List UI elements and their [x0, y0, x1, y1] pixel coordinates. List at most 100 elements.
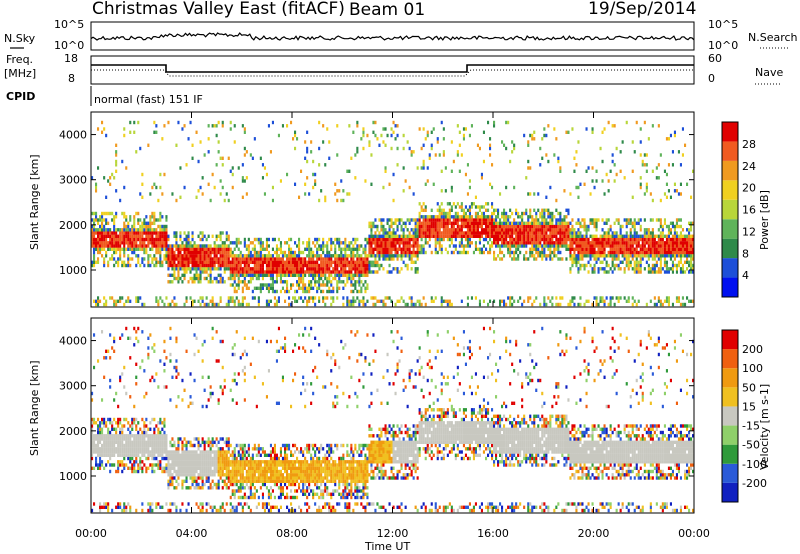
heatmap-cell	[515, 257, 518, 261]
heatmap-cell	[169, 263, 172, 268]
heatmap-cell	[511, 140, 514, 144]
heatmap-cell	[109, 176, 112, 180]
heatmap-cell	[310, 286, 313, 290]
heatmap-cell	[171, 375, 174, 379]
heatmap-cell	[165, 244, 168, 248]
heatmap-cell	[157, 460, 160, 464]
heatmap-cell	[625, 263, 628, 268]
heatmap-cell	[159, 466, 162, 470]
heatmap-cell	[655, 247, 658, 251]
heatmap-cell	[221, 244, 224, 248]
heatmap-cell	[655, 254, 658, 258]
heatmap-cell	[647, 270, 650, 274]
heatmap-cell	[209, 299, 212, 303]
heatmap-cell	[470, 202, 473, 206]
heatmap-cell	[115, 153, 118, 157]
heatmap-cell	[290, 247, 293, 251]
heatmap-cell	[501, 228, 504, 232]
heatmap-cell	[195, 263, 198, 268]
heatmap-cell	[318, 280, 321, 284]
heatmap-cell	[655, 166, 658, 170]
heatmap-cell	[137, 237, 140, 242]
heatmap-cell	[263, 257, 266, 261]
heatmap-cell	[603, 241, 606, 245]
heatmap-cell	[193, 250, 196, 255]
heatmap-cell	[623, 270, 626, 274]
heatmap-cell	[143, 224, 146, 229]
heatmap-cell	[157, 234, 160, 238]
heatmap-cell	[591, 267, 594, 271]
heatmap-cell	[517, 228, 520, 232]
heatmap-cell	[137, 296, 140, 300]
heatmap-cell	[462, 133, 465, 138]
heatmap-cell	[247, 257, 250, 261]
heatmap-cell	[167, 456, 170, 461]
heatmap-cell	[277, 257, 280, 261]
heatmap-cell	[452, 228, 455, 232]
heatmap-cell	[671, 260, 674, 264]
heatmap-cell	[183, 257, 186, 261]
heatmap-cell	[352, 257, 355, 261]
heatmap-cell	[372, 241, 375, 245]
heatmap-cell	[153, 349, 156, 353]
heatmap-cell	[422, 234, 425, 238]
heatmap-cell	[581, 250, 584, 255]
heatmap-cell	[205, 254, 208, 258]
heatmap-cell	[569, 244, 572, 248]
heatmap-cell	[601, 254, 604, 258]
heatmap-cell	[115, 211, 118, 216]
heatmap-cell	[101, 221, 104, 225]
heatmap-cell	[103, 231, 106, 235]
heatmap-cell	[527, 237, 530, 242]
cpid-label: CPID	[6, 90, 35, 103]
heatmap-cell	[175, 254, 178, 258]
heatmap-cell	[366, 267, 369, 271]
heatmap-cell	[241, 267, 244, 271]
heatmap-cell	[601, 234, 604, 238]
heatmap-cell	[91, 434, 94, 438]
heatmap-cell	[434, 234, 437, 238]
heatmap-cell	[217, 260, 220, 264]
heatmap-cell	[549, 237, 552, 242]
heatmap-cell	[135, 437, 138, 441]
heatmap-cell	[358, 254, 361, 258]
heatmap-cell	[113, 447, 116, 451]
heatmap-cell	[613, 257, 616, 261]
heatmap-cell	[225, 263, 228, 268]
heatmap-cell	[107, 247, 110, 251]
heatmap-cell	[249, 276, 252, 281]
heatmap-cell	[686, 228, 689, 232]
heatmap-cell	[476, 228, 479, 232]
heatmap-cell	[458, 130, 461, 134]
heatmap-cell	[513, 231, 516, 235]
heatmap-cell	[199, 185, 202, 190]
heatmap-cell	[97, 237, 100, 242]
heatmap-cell	[645, 247, 648, 251]
heatmap-cell	[121, 427, 124, 431]
heatmap-cell	[107, 231, 110, 235]
heatmap-cell	[468, 208, 471, 212]
heatmap-cell	[177, 120, 180, 125]
heatmap-cell	[627, 241, 630, 245]
heatmap-cell	[139, 443, 142, 448]
heatmap-cell	[384, 166, 387, 170]
heatmap-cell	[221, 156, 224, 160]
heatmap-cell	[394, 124, 397, 128]
heatmap-cell	[137, 120, 140, 125]
heatmap-cell	[183, 254, 186, 258]
heatmap-cell	[515, 231, 518, 235]
heatmap-cell	[273, 267, 276, 271]
heatmap-cell	[131, 456, 134, 461]
heatmap-cell	[151, 260, 154, 264]
heatmap-cell	[438, 215, 441, 219]
heatmap-cell	[177, 273, 180, 277]
heatmap-cell	[326, 289, 329, 294]
heatmap-cell	[358, 299, 361, 303]
heatmap-cell	[338, 273, 341, 277]
heatmap-cell	[589, 244, 592, 248]
heatmap-cell	[314, 280, 317, 284]
heatmap-cell	[426, 130, 429, 134]
heatmap-cell	[422, 250, 425, 255]
heatmap-cell	[318, 299, 321, 303]
heatmap-cell	[125, 218, 128, 222]
